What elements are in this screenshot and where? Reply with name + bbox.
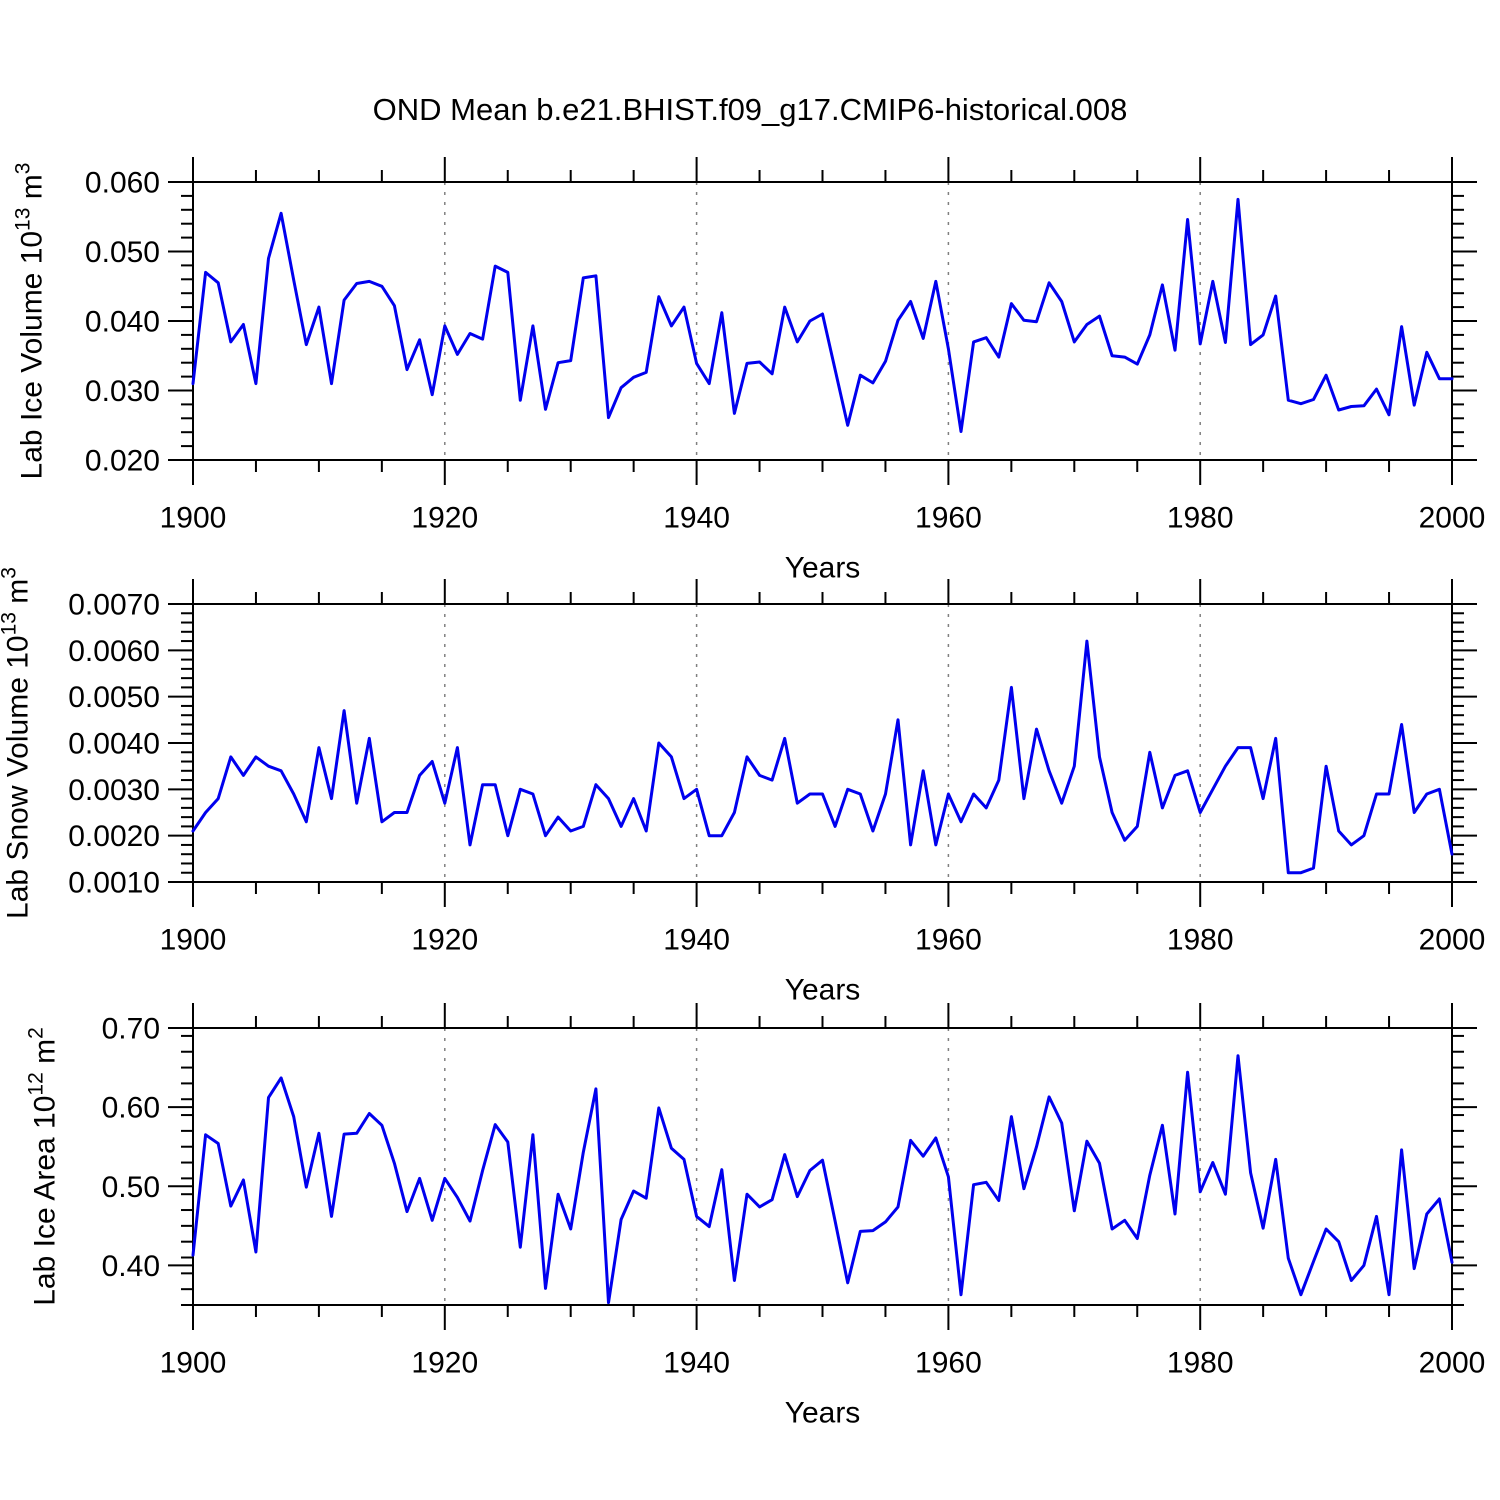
- y-tick-label: 0.0070: [68, 589, 160, 622]
- y-tick-label: 0.030: [85, 375, 160, 408]
- y-tick-label: 0.040: [85, 306, 160, 339]
- gridlines: [444, 182, 1201, 460]
- y-tick-label: 0.70: [102, 1013, 160, 1046]
- x-tick-label: 1940: [663, 924, 730, 957]
- x-tick-label: 1980: [1167, 924, 1234, 957]
- series-line-snow-volume: [191, 639, 1454, 875]
- series-line-ice-volume: [191, 197, 1454, 433]
- y-tick-label: 0.0020: [68, 820, 160, 853]
- x-tick-label: 1920: [411, 1347, 478, 1380]
- panel-ice-area: 0.40 0.50 0.60 0.70 1900 1920 1940 1960 1980 2000…: [25, 1003, 1486, 1430]
- x-tick-label: 1900: [160, 924, 227, 957]
- plot-frame: [192, 181, 1453, 461]
- y-tick-label: 0.40: [102, 1250, 160, 1283]
- x-tick-label: 2000: [1419, 924, 1486, 957]
- y-tick-label: 0.60: [102, 1092, 160, 1125]
- y-tick-label: 0.050: [85, 236, 160, 269]
- y-tick-label: 0.50: [102, 1171, 160, 1204]
- y-axis-label: Lab Ice Volume 1013 m3: [12, 163, 49, 480]
- x-tick-label: 2000: [1419, 1347, 1486, 1380]
- y-tick-label: 0.0040: [68, 728, 160, 761]
- y-tick-label: 0.0050: [68, 681, 160, 714]
- chart-title: OND Mean b.e21.BHIST.f09_g17.CMIP6-histo…: [372, 92, 1128, 127]
- x-tick-label: 1960: [915, 924, 982, 957]
- y-tick-label: 0.020: [85, 445, 160, 478]
- x-tick-label: 1920: [411, 924, 478, 957]
- y-tick-label: 0.0030: [68, 774, 160, 807]
- axis-ticks: [168, 157, 1477, 485]
- series-line-ice-area: [191, 1054, 1454, 1305]
- y-axis-label: Lab Ice Area 1012 m2: [25, 1027, 62, 1306]
- panel-snow-volume: 0.0010 0.0020 0.0030 0.0040 0.0050 0.0060 0.00…: [0, 567, 1485, 1006]
- x-tick-label: 2000: [1419, 502, 1486, 535]
- x-axis-label: Years: [785, 1397, 861, 1430]
- y-axis-label: Lab Snow Volume 1013 m3: [0, 567, 35, 919]
- x-tick-label: 1940: [663, 502, 730, 535]
- x-tick-label: 1960: [915, 1347, 982, 1380]
- x-axis-label: Years: [785, 974, 861, 1007]
- gridlines: [444, 1028, 1201, 1305]
- axis-ticks: [168, 1003, 1477, 1330]
- plot-frame: [192, 603, 1453, 883]
- gridlines: [444, 604, 1201, 882]
- x-tick-label: 1940: [663, 1347, 730, 1380]
- y-tick-label: 0.0010: [68, 867, 160, 900]
- x-tick-label: 1980: [1167, 1347, 1234, 1380]
- y-tick-label: 0.060: [85, 167, 160, 200]
- x-tick-label: 1980: [1167, 502, 1234, 535]
- x-tick-label: 1920: [411, 502, 478, 535]
- axis-ticks: [168, 579, 1477, 907]
- x-tick-label: 1900: [160, 502, 227, 535]
- x-tick-label: 1900: [160, 1347, 227, 1380]
- y-tick-label: 0.0060: [68, 635, 160, 668]
- x-axis-label: Years: [785, 552, 861, 585]
- panel-ice-volume: 0.020 0.030 0.040 0.050 0.060 1900 1920 1940 196…: [12, 157, 1486, 585]
- x-tick-label: 1960: [915, 502, 982, 535]
